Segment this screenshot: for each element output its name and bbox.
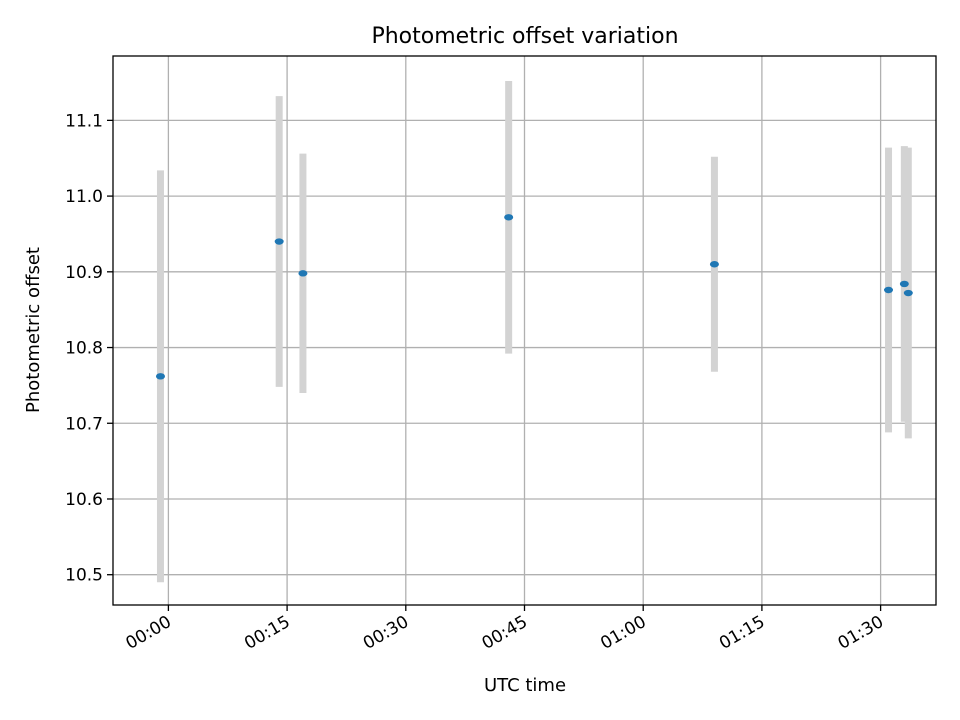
data-point (884, 286, 894, 294)
x-axis-label: UTC time (484, 675, 566, 696)
data-point (899, 280, 909, 288)
y-axis-ticks: 10.5 10.6 10.7 10.8 10.9 11.0 11.1 (65, 111, 113, 586)
y-axis-label: Photometric offset (23, 247, 44, 413)
x-tick-label: 01:00 (597, 612, 649, 654)
x-tick-label: 01:15 (716, 612, 768, 654)
data-points (155, 214, 913, 380)
y-tick-label: 10.6 (65, 490, 103, 510)
grid-lines (113, 56, 936, 605)
data-point (504, 214, 514, 221)
x-tick-label: 01:30 (835, 612, 887, 654)
x-tick-label: 00:30 (360, 612, 412, 654)
x-tick-label: 00:45 (479, 612, 531, 654)
data-point (903, 289, 913, 297)
x-tick-label: 00:15 (241, 612, 293, 654)
x-axis-ticks: 00:00 00:15 00:30 00:45 01:00 01:15 01:30 (122, 605, 887, 654)
y-tick-label: 11.0 (65, 187, 103, 207)
chart-title: Photometric offset variation (371, 24, 678, 49)
y-tick-label: 11.1 (65, 111, 103, 131)
data-point (298, 270, 308, 277)
y-tick-label: 10.7 (65, 414, 103, 434)
data-point (155, 373, 165, 380)
error-bars (156, 80, 912, 583)
y-tick-label: 10.8 (65, 339, 103, 359)
data-point (709, 261, 719, 268)
data-point (274, 238, 284, 245)
y-tick-label: 10.5 (65, 566, 103, 586)
x-tick-label: 00:00 (122, 612, 174, 654)
y-tick-label: 10.9 (65, 263, 103, 283)
